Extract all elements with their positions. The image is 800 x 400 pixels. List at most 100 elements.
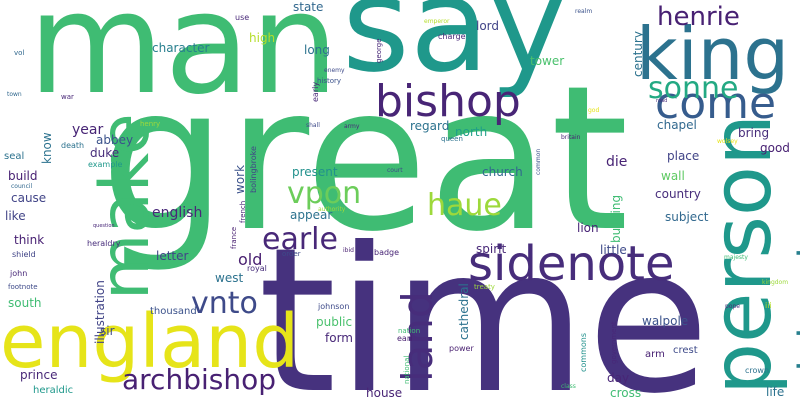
word-die: die (606, 154, 628, 170)
word-use: use (235, 13, 250, 22)
word-henry: henry (140, 120, 161, 128)
word-life: life (766, 385, 785, 399)
word-man: man (28, 0, 339, 126)
word-shield: shield (12, 250, 36, 259)
word-day: day (607, 371, 630, 385)
word-footnote: footnote (8, 283, 38, 291)
word-build: build (8, 169, 38, 183)
word-iii: iii (765, 301, 772, 310)
word-illustration: illustration (93, 280, 107, 344)
word-archbishop: archbishop (122, 363, 276, 396)
word-country: country (655, 187, 701, 201)
word-come: come (655, 78, 777, 129)
word-cross: cross (610, 386, 642, 400)
word-heraldry: heraldry (87, 239, 121, 248)
word-realm: realm (575, 8, 593, 15)
word-long: long (304, 43, 330, 57)
word-century: century (631, 31, 645, 77)
word-pope: pope (725, 303, 740, 310)
word-early: early (311, 81, 320, 102)
word-army: army (344, 123, 360, 130)
word-think: think (14, 233, 45, 247)
word-high: high (249, 31, 276, 45)
word-earle: earle (262, 222, 338, 257)
word-time: time (258, 205, 710, 400)
word-little: little (600, 243, 627, 257)
word-henrie: henrie (657, 2, 740, 32)
word-richard: richard (791, 247, 800, 388)
word-church: church (482, 165, 523, 179)
word-shall: shall (306, 122, 320, 129)
word-seal: seal (4, 151, 25, 162)
word-bring: bring (738, 126, 770, 140)
word-court: court (387, 167, 403, 174)
word-appear: appear (290, 208, 333, 222)
word-badge: badge (374, 248, 400, 257)
word-common: common (535, 148, 542, 175)
word-kingdom: kingdom (762, 279, 789, 286)
word-royal: royal (247, 264, 267, 273)
word-sir: sir (100, 324, 115, 338)
word-treaty: treaty (474, 283, 495, 291)
word-bishop: bishop (375, 76, 521, 127)
word-england: england (0, 299, 300, 385)
word-example: example (88, 160, 123, 169)
word-prince: prince (20, 368, 58, 382)
word-south: south (8, 296, 42, 310)
word-public: public (316, 315, 353, 329)
word-heraldic: heraldic (33, 385, 74, 396)
word-letter: letter (156, 249, 189, 263)
word-haue: haue (427, 188, 502, 223)
word-town: town (7, 91, 22, 98)
word-walpole: walpole (642, 314, 689, 328)
word-vnto: vnto (191, 286, 258, 321)
word-ibid: ibid (343, 247, 354, 254)
word-year: year (72, 122, 104, 138)
word-charge: charge (438, 32, 466, 41)
word-regard: regard (410, 119, 450, 133)
word-enemy: enemy (324, 67, 345, 74)
word-english: english (152, 205, 203, 221)
word-west: west (215, 271, 244, 285)
word-sidenote: sidenote (468, 236, 675, 292)
word-death: death (61, 141, 85, 150)
word-place: place (667, 149, 700, 163)
word-form: form (325, 331, 353, 345)
word-order: order (282, 250, 301, 258)
word-old: old (238, 250, 263, 269)
word-french: french (239, 200, 247, 223)
word-crest: crest (673, 345, 698, 356)
word-subject: subject (665, 210, 709, 224)
word-state: state (293, 0, 324, 14)
word-say: say (342, 0, 567, 101)
word-present: present (292, 165, 338, 179)
word-history: history (317, 77, 342, 85)
word-house: house (366, 386, 403, 400)
word-wolsey: wolsey (717, 138, 738, 145)
word-sonne: sonne (648, 71, 739, 106)
word-cathedral: cathedral (457, 283, 471, 340)
word-lord: lord (476, 19, 500, 33)
word-god: god (588, 107, 600, 114)
word-france: france (230, 226, 238, 249)
word-nation: nation (398, 327, 421, 335)
word-north: north (455, 125, 488, 139)
word-great: great (100, 43, 629, 276)
word-johnson: johnson (318, 302, 350, 311)
word-john: john (10, 269, 28, 278)
word-class: class (561, 383, 576, 390)
word-commons: commons (579, 332, 588, 372)
word-chapel: chapel (657, 118, 697, 132)
word-wall: wall (661, 169, 685, 183)
word-national: national (403, 355, 411, 384)
word-council: council (11, 183, 33, 190)
word-like: like (5, 209, 26, 223)
word-vol: vol (14, 49, 25, 57)
word-lion: lion (577, 221, 599, 235)
word-arm: arm (645, 349, 665, 360)
word-bolingbroke: bolingbroke (249, 146, 258, 193)
word-good: good (760, 141, 790, 155)
word-building: building (609, 194, 623, 243)
word-britain: britain (561, 134, 581, 141)
